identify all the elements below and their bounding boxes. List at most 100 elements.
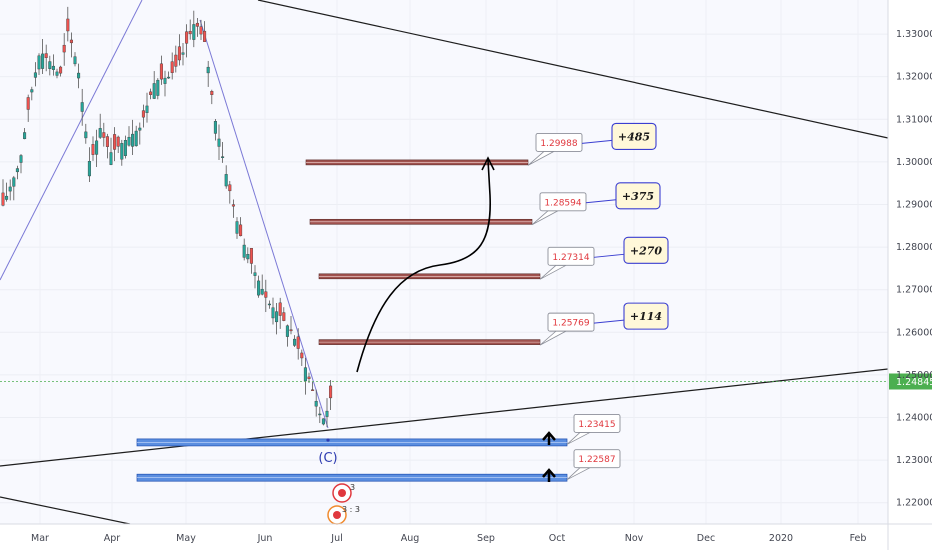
candle-body-90 xyxy=(325,410,329,417)
candle-body-8 xyxy=(30,89,34,93)
price-callout-label-3: 1.29988 xyxy=(540,139,577,149)
price-callout-label-0: 1.25769 xyxy=(552,319,589,329)
candle-body-75 xyxy=(271,307,275,319)
x-tick-8: Nov xyxy=(625,533,644,544)
y-tick-11: 1.22000 xyxy=(896,498,932,509)
y-tick-0: 1.33000 xyxy=(896,29,932,40)
candle-body-42 xyxy=(152,83,156,99)
support-callout-1 xyxy=(573,449,621,469)
candle-body-56 xyxy=(203,30,207,42)
y-tick-5: 1.28000 xyxy=(896,242,932,253)
candle-body-59 xyxy=(213,121,217,134)
candle-body-45 xyxy=(163,77,167,84)
price-callout-3 xyxy=(535,132,583,152)
projection-arrow xyxy=(356,159,491,373)
candle-body-30 xyxy=(109,152,113,165)
candle-body-70 xyxy=(253,272,257,276)
candle-body-65 xyxy=(235,221,239,234)
candlestick-series xyxy=(1,6,333,428)
price-callout-label-2: 1.28594 xyxy=(544,198,581,208)
lower-trendline xyxy=(0,368,889,467)
current-price-tag xyxy=(889,373,932,390)
candle-body-21 xyxy=(77,72,81,79)
candle-body-34 xyxy=(123,140,127,156)
candle-body-18 xyxy=(66,18,70,32)
candle-body-83 xyxy=(300,352,304,359)
candle-body-28 xyxy=(102,132,106,138)
target-connector-3 xyxy=(581,139,613,144)
price-levels: 1.25769 +114 1.27314 +270 1.28594 +375 1.29988… xyxy=(136,122,669,482)
x-tick-3: Jun xyxy=(257,533,273,544)
candle-body-23 xyxy=(84,131,88,139)
indicator-icon-bottom[interactable]: 3 : 3 xyxy=(327,505,360,525)
price-axis[interactable]: 1.33000 1.32000 1.31000 1.30000 1.29000 1.280… xyxy=(896,29,932,509)
price-callout-2 xyxy=(539,192,587,212)
candle-body-67 xyxy=(242,244,246,258)
upper-trendline xyxy=(257,0,889,139)
x-tick-5: Aug xyxy=(401,533,420,544)
candle-body-31 xyxy=(113,134,117,150)
candle-body-74 xyxy=(267,303,271,306)
candle-body-85 xyxy=(307,376,311,379)
candle-body-4 xyxy=(15,168,19,173)
candle-body-27 xyxy=(98,128,102,138)
candle-body-35 xyxy=(127,136,131,146)
candle-body-39 xyxy=(141,110,145,118)
candle-body-37 xyxy=(134,130,138,147)
candle-body-13 xyxy=(48,61,52,69)
x-tick-11: Feb xyxy=(850,533,867,544)
bottom-trendline xyxy=(0,496,131,525)
target-connector-1 xyxy=(593,253,625,258)
x-tick-4: Jul xyxy=(330,533,342,544)
candle-body-5 xyxy=(19,155,23,163)
candle-body-3 xyxy=(12,177,16,187)
candle-body-10 xyxy=(37,55,41,70)
support-callout-label-0: 1.23415 xyxy=(578,420,615,430)
x-tick-2: May xyxy=(176,533,196,544)
candle-body-53 xyxy=(192,24,196,40)
candle-body-46 xyxy=(167,76,171,79)
candle-body-11 xyxy=(41,53,45,69)
candle-body-12 xyxy=(44,53,48,58)
target-box-3 xyxy=(611,122,657,150)
candle-body-25 xyxy=(91,144,95,155)
trendlines xyxy=(0,0,889,525)
target-label-1: +270 xyxy=(630,244,663,257)
candle-body-44 xyxy=(159,63,163,80)
candle-body-33 xyxy=(120,143,124,160)
candle-body-62 xyxy=(224,174,228,187)
x-tick-1: Apr xyxy=(104,533,121,544)
indicator-icon-top[interactable]: 3 xyxy=(332,483,355,503)
price-callout-label-1: 1.27314 xyxy=(552,253,589,263)
current-price-label: 1.24845 xyxy=(896,377,932,388)
candle-body-50 xyxy=(181,52,185,55)
target-connector-2 xyxy=(585,199,617,204)
candle-body-9 xyxy=(33,72,37,78)
projection-arrowhead xyxy=(481,156,495,171)
candle-body-14 xyxy=(51,65,55,70)
candle-body-57 xyxy=(206,66,210,74)
plot-area[interactable] xyxy=(0,0,888,524)
y-tick-1: 1.32000 xyxy=(896,72,932,83)
candle-body-6 xyxy=(23,132,27,140)
target-label-2: +375 xyxy=(622,190,654,203)
candle-body-80 xyxy=(289,329,293,332)
candle-body-66 xyxy=(239,224,243,237)
wave-dot xyxy=(326,438,330,442)
candle-body-73 xyxy=(264,291,268,298)
candle-body-16 xyxy=(59,66,63,74)
candle-body-63 xyxy=(228,184,232,192)
target-label-3: +485 xyxy=(618,130,650,143)
candle-body-69 xyxy=(249,247,253,264)
time-axis[interactable]: Mar Apr May Jun Jul Aug Sep Oct Nov Dec 2020 Feb xyxy=(31,533,866,544)
price-callout-0 xyxy=(547,312,595,332)
candle-body-47 xyxy=(170,61,174,73)
y-tick-8: 1.25000 xyxy=(896,370,932,381)
candle-body-38 xyxy=(138,127,142,131)
candle-body-15 xyxy=(55,71,59,76)
candle-body-29 xyxy=(105,136,109,147)
x-tick-9: Dec xyxy=(697,533,715,544)
y-tick-2: 1.31000 xyxy=(896,114,932,125)
